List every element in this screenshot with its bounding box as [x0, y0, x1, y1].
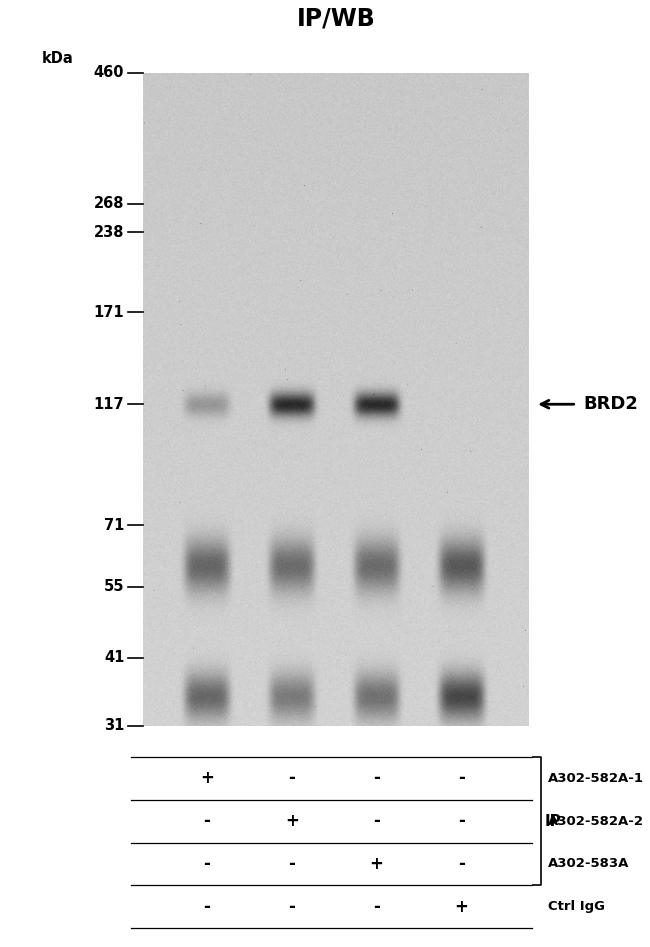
Text: 268: 268: [94, 196, 124, 211]
Text: 460: 460: [94, 65, 124, 80]
Text: A302-582A-1: A302-582A-1: [548, 772, 644, 785]
Text: IP: IP: [545, 813, 562, 829]
Text: -: -: [289, 855, 295, 873]
Text: -: -: [458, 770, 465, 788]
Text: -: -: [203, 898, 211, 916]
Text: 171: 171: [94, 305, 124, 320]
Text: 41: 41: [104, 651, 124, 666]
Text: 71: 71: [104, 518, 124, 532]
Text: -: -: [289, 898, 295, 916]
Text: +: +: [454, 898, 469, 916]
Text: 117: 117: [94, 397, 124, 412]
Text: -: -: [458, 813, 465, 831]
Text: -: -: [203, 813, 211, 831]
Text: -: -: [373, 813, 380, 831]
Text: -: -: [289, 770, 295, 788]
Text: +: +: [200, 770, 214, 788]
Text: Ctrl IgG: Ctrl IgG: [548, 901, 605, 913]
Text: -: -: [373, 770, 380, 788]
Text: -: -: [373, 898, 380, 916]
Text: 31: 31: [104, 718, 124, 733]
Text: A302-583A: A302-583A: [548, 857, 629, 870]
Text: kDa: kDa: [42, 51, 73, 66]
Text: IP/WB: IP/WB: [297, 7, 376, 31]
Text: BRD2: BRD2: [583, 395, 638, 413]
Text: A302-582A-2: A302-582A-2: [548, 814, 644, 828]
Text: -: -: [203, 855, 211, 873]
Text: -: -: [458, 855, 465, 873]
Text: 55: 55: [104, 580, 124, 595]
Text: +: +: [370, 855, 384, 873]
Text: 238: 238: [94, 225, 124, 240]
Text: +: +: [285, 813, 299, 831]
